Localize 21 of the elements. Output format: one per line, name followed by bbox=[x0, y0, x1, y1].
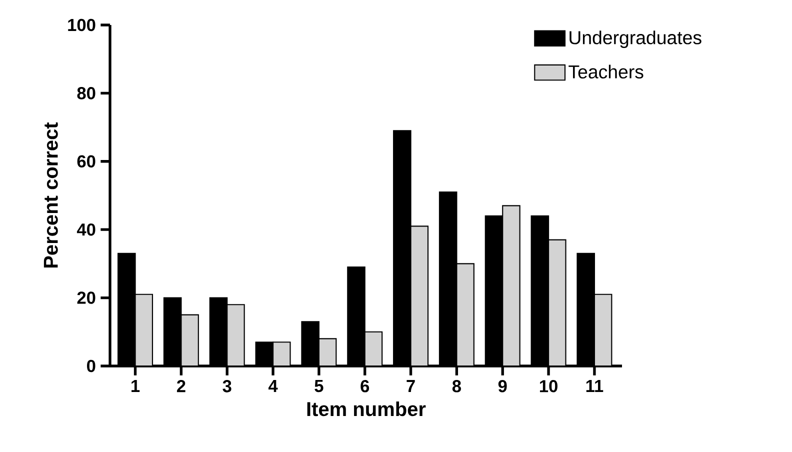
x-tick-label: 7 bbox=[406, 380, 415, 392]
x-tick-label: 5 bbox=[314, 380, 324, 392]
x-tick-label: 3 bbox=[222, 380, 232, 392]
x-tick-label: 9 bbox=[498, 380, 507, 392]
y-tick-label: 60 bbox=[77, 155, 96, 168]
x-tick-label: 6 bbox=[360, 380, 370, 392]
x-tick-label: 8 bbox=[452, 380, 461, 392]
y-tick-label: 80 bbox=[77, 87, 96, 100]
y-tick-label: 40 bbox=[76, 223, 96, 236]
x-tick-label: 11 bbox=[586, 380, 604, 392]
x-tick-label: 1 bbox=[132, 380, 140, 392]
y-tick-label: 0 bbox=[87, 360, 96, 372]
x-axis-title: Item number bbox=[307, 401, 426, 416]
y-axis-title: Percent correct bbox=[44, 122, 58, 268]
x-tick-label: 10 bbox=[540, 380, 558, 392]
y-tick-label: 100 bbox=[68, 18, 96, 32]
x-tick-label: 2 bbox=[176, 380, 186, 392]
x-tick-label: 4 bbox=[268, 380, 278, 392]
legend-label: Undergraduates bbox=[570, 30, 702, 48]
y-tick-label: 20 bbox=[77, 292, 96, 304]
legend-label: Teachers bbox=[568, 64, 644, 78]
